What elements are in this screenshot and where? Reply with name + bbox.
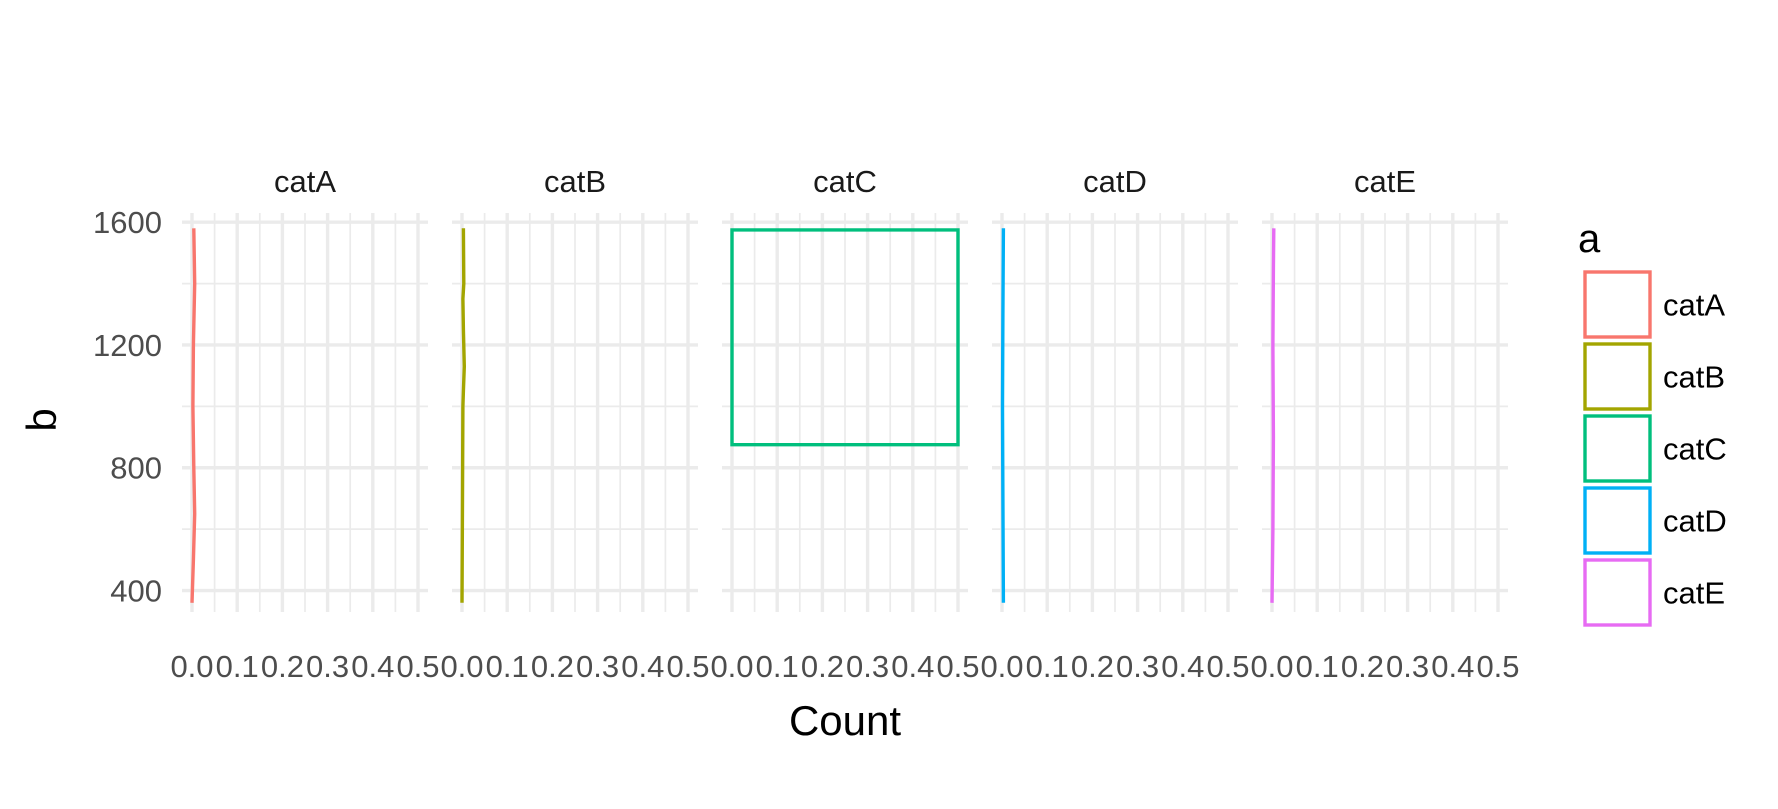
facet-strip-label: catC xyxy=(813,164,877,199)
x-tick-label: 0.3 xyxy=(576,649,619,684)
x-tick-label: 0.0 xyxy=(170,649,213,684)
facet-strip-label: catE xyxy=(1354,164,1416,199)
facet-strip-label: catA xyxy=(274,164,336,199)
x-tick-label: 0.0 xyxy=(440,649,483,684)
x-tick-label: 0.2 xyxy=(1341,649,1384,684)
facet-panel-catD: catD 0.0 0.1 0.2 0.3 0.4 0.5 xyxy=(980,164,1249,684)
legend-key-catD xyxy=(1583,486,1652,555)
x-tick-label: 0.0 xyxy=(710,649,753,684)
facet-panel-catE: catE 0.0 0.1 0.2 0.3 0.4 0.5 xyxy=(1250,164,1519,684)
x-tick-label: 0.2 xyxy=(531,649,574,684)
legend-title: a xyxy=(1578,217,1601,261)
series-outline-catB xyxy=(460,228,467,603)
facet-panel-catA: catA 0.0 0.1 0.2 0.3 0.4 0.5 xyxy=(170,164,439,684)
y-tick-label: 1200 xyxy=(93,328,162,363)
facet-strip-label: catB xyxy=(544,164,606,199)
series-outline-catA xyxy=(190,228,197,603)
y-axis-title: b xyxy=(18,408,65,431)
x-tick-label: 0.4 xyxy=(351,649,394,684)
x-tick-label: 0.1 xyxy=(216,649,259,684)
facet-panel-catB: catB 0.0 0.1 0.2 0.3 0.4 0.5 xyxy=(440,164,709,684)
x-tick-label: 0.3 xyxy=(1386,649,1429,684)
x-tick-label: 0.1 xyxy=(756,649,799,684)
x-tick-label: 0.0 xyxy=(980,649,1023,684)
x-tick-label: 0.5 xyxy=(396,649,439,684)
x-tick-label: 0.1 xyxy=(1296,649,1339,684)
x-tick-label: 0.4 xyxy=(891,649,934,684)
x-tick-label: 0.3 xyxy=(306,649,349,684)
y-tick-label: 1600 xyxy=(93,205,162,240)
x-tick-label: 0.5 xyxy=(1476,649,1519,684)
legend-label-catC: catC xyxy=(1663,432,1727,467)
x-tick-label: 0.2 xyxy=(261,649,304,684)
legend-label-catB: catB xyxy=(1663,360,1725,395)
series-outline-catC xyxy=(730,228,960,447)
x-tick-label: 0.4 xyxy=(621,649,664,684)
series-outline-catD xyxy=(1000,228,1006,603)
legend-key-catA xyxy=(1583,270,1652,339)
legend-label-catA: catA xyxy=(1663,288,1725,323)
x-tick-label: 0.2 xyxy=(1071,649,1114,684)
x-tick-label: 0.3 xyxy=(1116,649,1159,684)
facet-panel-catC: catC 0.0 0.1 0.2 0.3 0.4 0.5 xyxy=(710,164,979,684)
legend-key-catC xyxy=(1583,414,1652,483)
x-tick-label: 0.5 xyxy=(936,649,979,684)
legend: a catA catB catC catD catE xyxy=(1578,217,1727,627)
y-tick-label: 800 xyxy=(110,451,162,486)
x-tick-label: 0.2 xyxy=(801,649,844,684)
x-tick-label: 0.5 xyxy=(666,649,709,684)
facet-strip-label: catD xyxy=(1083,164,1147,199)
x-tick-label: 0.1 xyxy=(1026,649,1069,684)
x-tick-label: 0.0 xyxy=(1250,649,1293,684)
series-outline-catE xyxy=(1270,228,1276,603)
legend-key-catB xyxy=(1583,342,1652,411)
x-tick-label: 0.1 xyxy=(486,649,529,684)
x-tick-label: 0.3 xyxy=(846,649,889,684)
legend-label-catE: catE xyxy=(1663,576,1725,611)
x-tick-label: 0.4 xyxy=(1431,649,1474,684)
x-tick-label: 0.5 xyxy=(1206,649,1249,684)
legend-key-catE xyxy=(1583,558,1652,627)
x-tick-label: 0.4 xyxy=(1161,649,1204,684)
legend-label-catD: catD xyxy=(1663,504,1727,539)
x-axis-title: Count xyxy=(789,697,901,744)
y-tick-label: 400 xyxy=(110,574,162,609)
